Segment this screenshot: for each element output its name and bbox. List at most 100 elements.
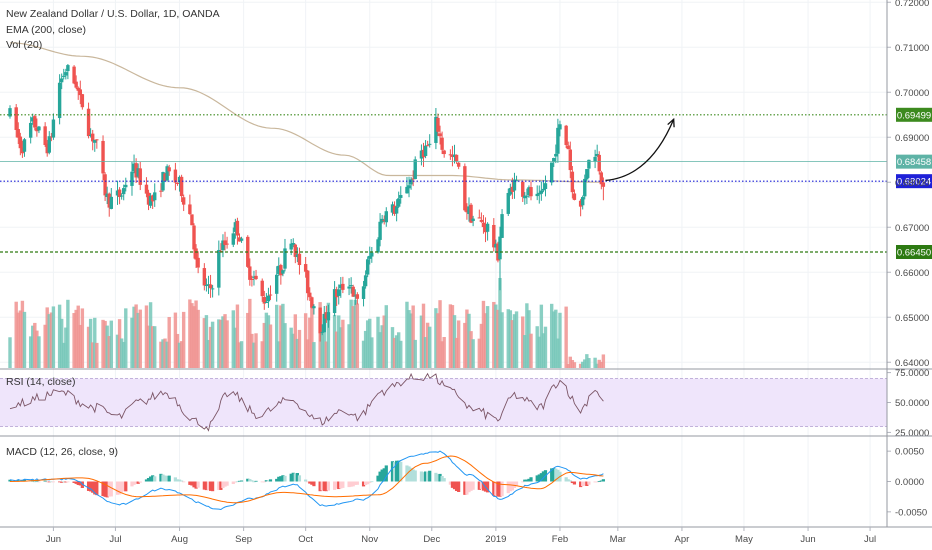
volume-bar (223, 314, 227, 368)
time-axis-label: Apr (675, 534, 690, 545)
candle-body (268, 294, 273, 296)
price-axis-label: 0.72000 (895, 0, 929, 9)
macd-histogram-bar (194, 481, 198, 489)
volume-bar (556, 338, 560, 368)
volume-bar (14, 301, 18, 368)
candle-body (477, 217, 482, 219)
macd-histogram-bar (337, 481, 341, 490)
level-price-tag (896, 107, 932, 122)
volume-bar (289, 327, 293, 368)
candle-body (365, 259, 370, 275)
candle-body (436, 117, 440, 132)
time-axis-label: Sep (235, 534, 252, 545)
candle-body (291, 242, 295, 245)
macd-histogram-bar (219, 481, 223, 490)
macd-histogram-bar (378, 471, 382, 482)
macd-histogram-bar (597, 481, 601, 482)
macd-histogram-bar (595, 481, 599, 483)
volume-bar (506, 309, 510, 368)
volume-bar (188, 299, 192, 368)
volume-bar (568, 356, 572, 368)
macd-histogram-bar (541, 471, 546, 482)
volume-bar (353, 299, 357, 368)
macd-histogram-bar (277, 476, 281, 482)
macd-histogram-bar (477, 481, 481, 490)
volume-bar (351, 306, 355, 368)
volume-bar (312, 342, 316, 368)
rsi-pane[interactable]: 75.0000 50.0000 25.0000 (0, 368, 932, 439)
volume-bar (235, 304, 240, 368)
candle-body (456, 162, 461, 167)
volume-bar (448, 304, 453, 368)
volume-bar (320, 332, 324, 368)
macd-histogram-bar (190, 481, 194, 486)
volume-bar (136, 312, 140, 368)
candle-body (425, 145, 430, 147)
macd-pane[interactable]: 0.0050 0.0000 -0.0050 (0, 435, 932, 518)
candle-body (332, 289, 337, 314)
rsi-line (9, 372, 604, 432)
volume-bar (146, 325, 151, 368)
volume-bar (138, 309, 142, 368)
candle-body (175, 182, 180, 184)
candle-body (66, 65, 70, 72)
macd-histogram-bar (295, 473, 299, 482)
candle-body (310, 297, 314, 308)
macd-histogram-bar (281, 475, 285, 482)
volume-bar (500, 312, 504, 368)
macd-histogram-bar (196, 481, 200, 488)
macd-histogram-bar (492, 481, 496, 496)
time-axis-label: Jun (46, 534, 61, 545)
macd-histogram-bar (45, 481, 49, 483)
candle-body (494, 244, 498, 248)
candle-body (558, 124, 562, 130)
volume-bar (483, 313, 488, 368)
macd-histogram-bar (318, 481, 322, 492)
candle-body (322, 313, 326, 333)
volume-bar (103, 320, 107, 368)
volume-bar (124, 308, 128, 368)
price-axis-label: 0.64000 (895, 358, 929, 369)
volume-bar (599, 361, 604, 368)
volume-bar (324, 341, 329, 368)
price-axis-label: 0.66000 (895, 268, 929, 279)
candle-body (523, 195, 527, 199)
macd-histogram-bar (442, 478, 446, 482)
candle-body (500, 214, 504, 238)
macd-histogram-bar (438, 473, 442, 482)
macd-histogram-bar (237, 480, 242, 482)
volume-bar (204, 315, 209, 368)
candle-body (380, 218, 384, 223)
candle-body (248, 266, 252, 280)
volume-bar (66, 299, 70, 368)
candle-body (593, 156, 597, 162)
volume-bar (107, 336, 111, 368)
volume-bar (49, 312, 54, 368)
candle-body (16, 129, 20, 138)
candle-body (498, 236, 502, 260)
candle-body (37, 126, 41, 131)
candle-body (177, 176, 182, 183)
candle-body (434, 116, 438, 143)
macd-histogram-bar (452, 481, 457, 490)
macd-histogram-bar (399, 461, 403, 482)
volume-bar (297, 329, 302, 368)
candle-body (306, 270, 310, 294)
macd-histogram-bar (601, 479, 605, 482)
volume-bar (465, 309, 469, 368)
candle-body (580, 197, 585, 206)
macd-histogram-bar (525, 479, 529, 482)
forecast-arrow[interactable] (605, 118, 675, 182)
ema-200-line (9, 42, 602, 183)
macd-histogram-bar (16, 479, 20, 482)
macd-histogram-bar (235, 481, 240, 483)
volume-bar (225, 320, 229, 368)
candle-body (196, 257, 200, 268)
macd-histogram-bar (599, 480, 603, 482)
volume-bar (239, 341, 244, 368)
candle-body (74, 81, 78, 88)
time-axis-label: Dec (423, 534, 440, 545)
